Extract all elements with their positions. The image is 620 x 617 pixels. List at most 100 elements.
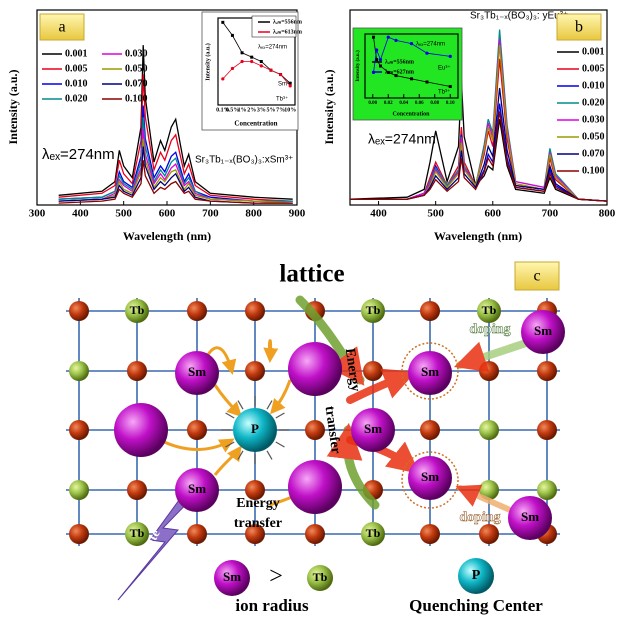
atom (479, 361, 499, 381)
atom (537, 420, 557, 440)
quench-spark (267, 401, 272, 410)
annotation: Tb³⁺ (276, 96, 288, 103)
x-tick-label: 600 (159, 208, 176, 220)
node-label: Sm (421, 364, 439, 379)
legend-label: P (472, 568, 481, 583)
energy-label: transfer (321, 405, 343, 455)
node-label: Sm (188, 481, 206, 496)
marker (250, 60, 253, 63)
legend-label: 0.070 (125, 78, 148, 89)
doping-label: doping (469, 322, 510, 337)
x-tick-label: 0.04 (399, 101, 408, 106)
sm-ion (114, 403, 168, 457)
legend-label: 0.005 (582, 63, 605, 74)
legend-label: 0.030 (582, 114, 605, 125)
marker (231, 67, 234, 70)
arrow (215, 385, 240, 415)
legend-label: λₑₘ=556nm (273, 19, 302, 25)
x-tick-label: 300 (29, 208, 46, 220)
x-axis-label: Concentration (234, 120, 277, 128)
arrow (460, 340, 535, 365)
sm-ion (288, 460, 342, 514)
panel-label: a (58, 19, 65, 36)
arrow (215, 448, 240, 475)
legend-label: 0.050 (125, 63, 148, 74)
atom (69, 361, 89, 381)
marker (240, 60, 243, 63)
atom (479, 420, 499, 440)
legend-label: > (269, 564, 283, 590)
node-label: Sm (421, 469, 439, 484)
node-label: Tb (130, 526, 145, 540)
atom (363, 361, 383, 381)
page: {"chart_data": [ {"type": "line", "panel… (0, 0, 620, 617)
sm-ion (288, 342, 342, 396)
x-axis-label: Concentration (393, 111, 431, 117)
doping-label: doping (459, 510, 500, 525)
atom (305, 420, 325, 440)
quench-spark (267, 451, 272, 460)
x-tick-label: 1% (238, 107, 247, 113)
legend-label: 0.020 (65, 93, 88, 104)
quench-spark (226, 413, 235, 418)
x-tick-label: 700 (202, 208, 219, 220)
arrow (160, 440, 232, 449)
y-axis-label: Intensity (a.u.) (356, 50, 361, 82)
marker (231, 34, 234, 37)
legend-label: Quenching Center (409, 596, 543, 615)
annotation: λₑₓ=274nm (416, 42, 445, 48)
quench-spark (238, 401, 243, 410)
marker (375, 48, 378, 51)
atom (305, 524, 325, 544)
legend-label: 0.001 (582, 46, 605, 57)
marker (410, 42, 413, 45)
node-label: Tb (366, 303, 381, 317)
marker (387, 36, 390, 39)
node-label: Tb (366, 526, 381, 540)
energy-label: Energy (236, 496, 280, 511)
x-tick-label: 0.08 (430, 101, 439, 106)
node-label: Sm (188, 364, 206, 379)
series-line (59, 160, 293, 203)
atom (127, 361, 147, 381)
legend-label: 0.070 (582, 148, 605, 159)
x-tick-label: 0.10 (446, 101, 455, 106)
energy-label: Energy (342, 347, 363, 392)
marker (425, 52, 428, 55)
energy-label: transfer (234, 516, 282, 531)
x-tick-label: 2% (247, 107, 256, 113)
x-tick-label: 500 (427, 208, 444, 220)
x-tick-label: 400 (370, 208, 387, 220)
annotation: Eu³⁺ (438, 65, 451, 72)
atom (187, 524, 207, 544)
legend-label: 0.030 (125, 48, 148, 59)
marker (241, 51, 244, 54)
x-tick-label: 900 (289, 208, 306, 220)
atom (245, 301, 265, 321)
legend-label: 0.100 (125, 93, 148, 104)
legend-label: λₑₘ=613nm (273, 29, 302, 35)
marker (250, 56, 253, 59)
legend-label: λₑₘ=627nm (385, 69, 414, 75)
legend-label: 0.010 (582, 80, 605, 91)
atom (69, 524, 89, 544)
x-tick-label: 700 (542, 208, 559, 220)
atom (537, 361, 557, 381)
x-tick-label: 500 (115, 208, 132, 220)
legend-label: Tb (313, 570, 328, 584)
y-axis-label: Intensity (a.u.) (6, 69, 20, 144)
y-axis-label: Intensity (a.u.) (204, 43, 211, 81)
marker (279, 73, 282, 76)
legend-label: 0.100 (582, 165, 605, 176)
x-tick-label: 600 (485, 208, 502, 220)
x-tick-label: 0.00 (368, 101, 377, 106)
arrow (269, 341, 270, 360)
annotation: Sr₃Tb₁₋ₓ(BO₃)₃: yEu³⁺ (470, 11, 568, 22)
atom (187, 420, 207, 440)
marker (221, 21, 224, 24)
figure: 300400500600700800900Wavelength (nm)Inte… (0, 0, 620, 617)
atom (420, 301, 440, 321)
marker (260, 60, 263, 63)
panel-label: b (575, 19, 583, 36)
legend-label: 0.001 (65, 48, 88, 59)
